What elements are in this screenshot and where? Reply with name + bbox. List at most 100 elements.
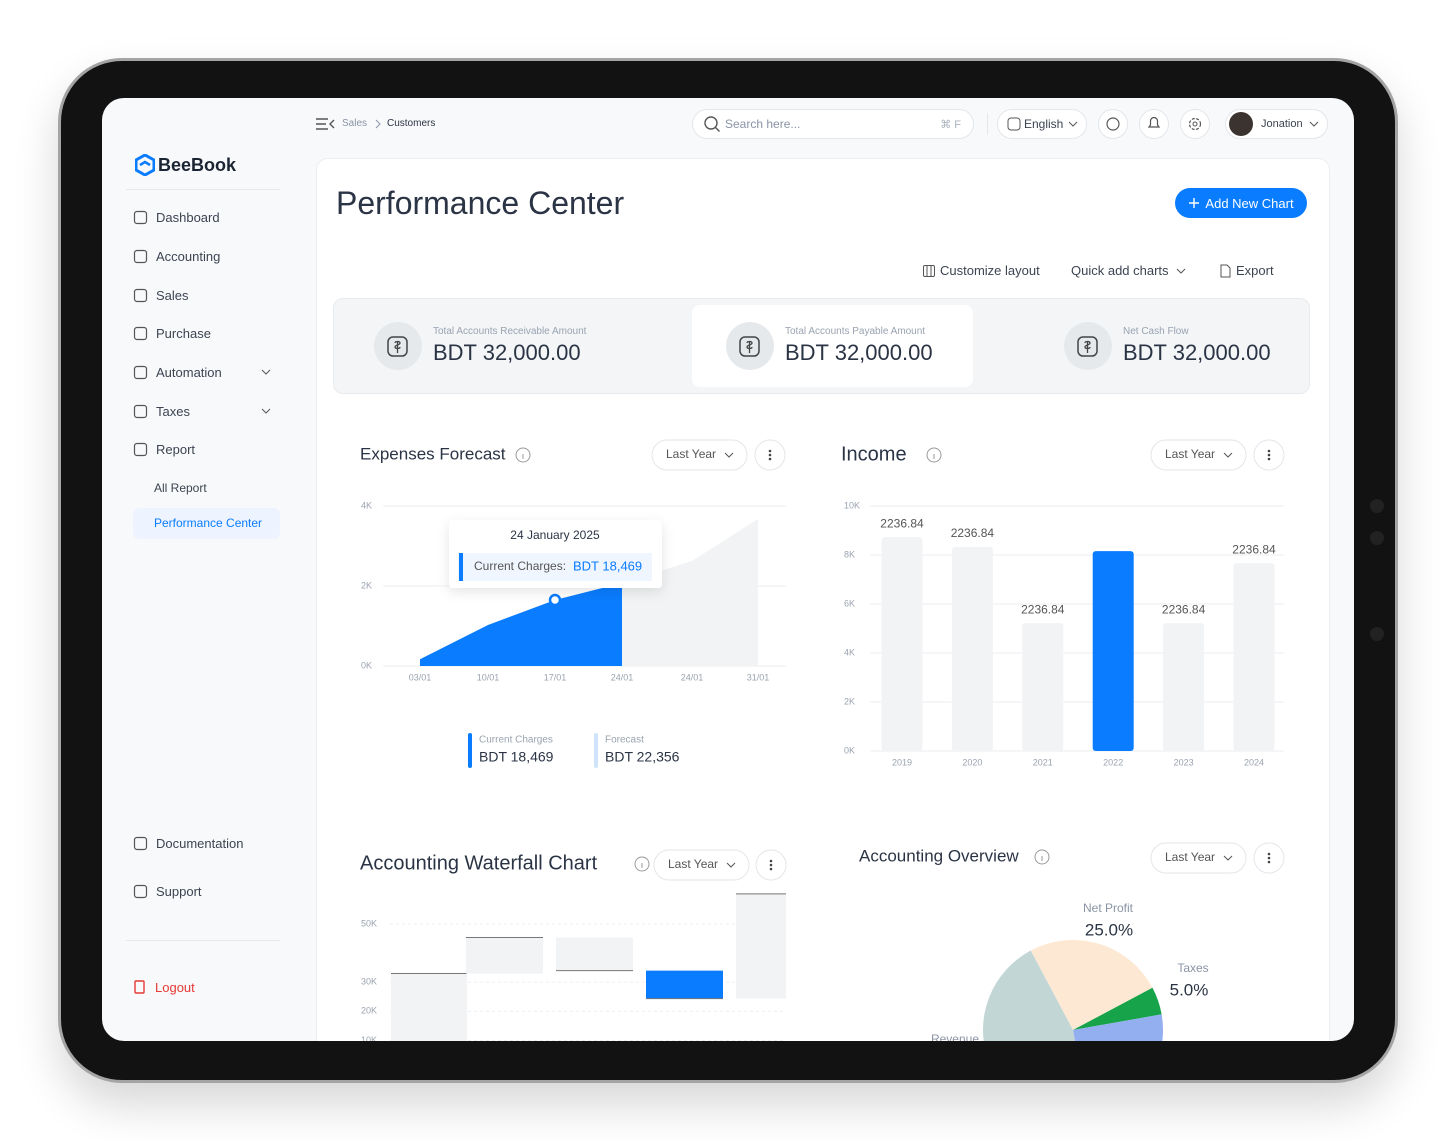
breadcrumb[interactable]: Sales — [342, 118, 368, 129]
nav-item[interactable]: Taxes — [133, 402, 271, 420]
icon — [739, 336, 760, 357]
more-dot — [1267, 457, 1271, 461]
period-dropdown[interactable] — [651, 439, 748, 471]
brand: BeeBook — [158, 154, 237, 175]
icon — [1188, 117, 1202, 131]
nav-label: Sales — [156, 287, 189, 303]
tooltip-row — [458, 553, 652, 581]
period-dropdown[interactable] — [1150, 842, 1247, 874]
logo[interactable]: BeeBook — [135, 154, 236, 176]
pie-slice — [1073, 1014, 1163, 1041]
nav-item[interactable]: Automation — [133, 363, 271, 381]
chart-title: Accounting Overview — [859, 846, 1019, 865]
user-menu[interactable]: Jonation — [1225, 109, 1328, 139]
settings-button[interactable] — [1180, 109, 1210, 139]
nav-item[interactable]: Purchase — [133, 324, 211, 342]
y-tick-label: 0K — [844, 745, 855, 755]
nav-label: Automation — [156, 364, 222, 380]
breadcrumb-sep — [375, 119, 381, 129]
x-tick-label: 10/01 — [477, 672, 500, 682]
more-dot — [768, 453, 772, 457]
bar — [881, 537, 923, 751]
stat-label: Total Accounts Receivable Amount — [433, 326, 587, 337]
logout-label: Logout — [155, 979, 195, 995]
nav-item[interactable]: Accounting — [133, 247, 220, 265]
x-tick-label: 24/01 — [681, 672, 704, 682]
chevron — [1309, 121, 1319, 127]
legend-label: Current Charges — [479, 735, 553, 746]
chart-title: Income — [841, 443, 907, 465]
nav-item[interactable]: Report — [133, 440, 195, 458]
bar-annotation: 2236.84 — [951, 526, 995, 540]
bar — [1092, 551, 1134, 751]
camera — [1370, 531, 1384, 545]
slice-value: 25.0% — [1085, 920, 1133, 939]
export[interactable]: Export — [1219, 263, 1274, 278]
quick-add-charts[interactable]: Quick add charts — [1071, 263, 1186, 278]
avatar — [1229, 112, 1253, 136]
subnav-item[interactable]: Performance Center — [154, 516, 263, 530]
more-dot — [1267, 860, 1271, 864]
menu-icon[interactable] — [314, 116, 336, 132]
active-highlight — [133, 508, 280, 539]
more-dot — [768, 449, 772, 453]
more-dot — [768, 457, 772, 461]
nav-item[interactable]: Sales — [133, 286, 189, 304]
chevron — [261, 408, 271, 414]
more-dot — [1267, 856, 1271, 860]
customize-layout[interactable]: Customize layout — [922, 263, 1040, 278]
y-tick-label: 20K — [361, 1006, 377, 1016]
screen: BeeBook All Report Performance Center Lo… — [102, 98, 1354, 1041]
info-icon — [634, 856, 650, 872]
period-dropdown[interactable] — [1150, 439, 1247, 471]
stat-label: Net Cash Flow — [1123, 326, 1189, 337]
bar — [1022, 623, 1064, 751]
search[interactable]: Search here... ⌘ F — [692, 109, 974, 139]
bar — [951, 546, 993, 751]
period-label: Last Year — [1165, 850, 1215, 864]
toolbar-label: Quick add charts — [1071, 263, 1169, 278]
area — [622, 519, 758, 666]
language[interactable]: English — [997, 109, 1087, 139]
slice-label: Taxes — [1177, 961, 1208, 975]
legend-swatch — [468, 733, 472, 768]
info-icon — [1034, 849, 1050, 865]
icon — [133, 884, 148, 898]
icon — [133, 404, 148, 418]
pie-slice — [1030, 940, 1153, 1030]
logout[interactable]: Logout — [133, 978, 195, 996]
info-icon — [515, 447, 531, 463]
toolbar-label: Customize layout — [940, 263, 1040, 278]
add-chart-button[interactable]: Add New Chart — [1175, 188, 1307, 218]
toolbar-label: Export — [1236, 263, 1274, 278]
nav-item[interactable]: Dashboard — [133, 208, 220, 226]
y-tick-label: 10K — [844, 500, 860, 510]
period-dropdown[interactable] — [653, 849, 750, 881]
more-dot — [1267, 449, 1271, 453]
divider — [987, 113, 988, 135]
more-dot — [1267, 852, 1271, 856]
waterfall-bar — [556, 937, 633, 971]
palette-button[interactable] — [1098, 109, 1128, 139]
y-tick-label: 6K — [844, 598, 855, 608]
icon — [133, 836, 148, 850]
icon — [923, 264, 935, 277]
more-dot — [769, 863, 773, 867]
notification-button[interactable] — [1139, 109, 1169, 139]
subnav-item[interactable]: All Report — [154, 481, 207, 495]
legend-value: BDT 18,469 — [479, 749, 554, 765]
chevron — [1176, 268, 1185, 274]
stat-value: BDT 32,000.00 — [433, 340, 581, 365]
icon — [387, 336, 408, 357]
waterfall-bar — [391, 973, 467, 1041]
nav-item[interactable]: Support — [133, 882, 202, 900]
legend-swatch — [594, 733, 598, 768]
bar — [1163, 623, 1205, 751]
nav-label: Dashboard — [156, 209, 220, 225]
y-tick-label: 2K — [844, 696, 855, 706]
nav-label: Report — [156, 441, 196, 457]
breadcrumb[interactable]: Customers — [387, 118, 436, 129]
nav-item[interactable]: Documentation — [133, 834, 243, 852]
icon — [1106, 117, 1120, 131]
icon — [1077, 336, 1098, 357]
